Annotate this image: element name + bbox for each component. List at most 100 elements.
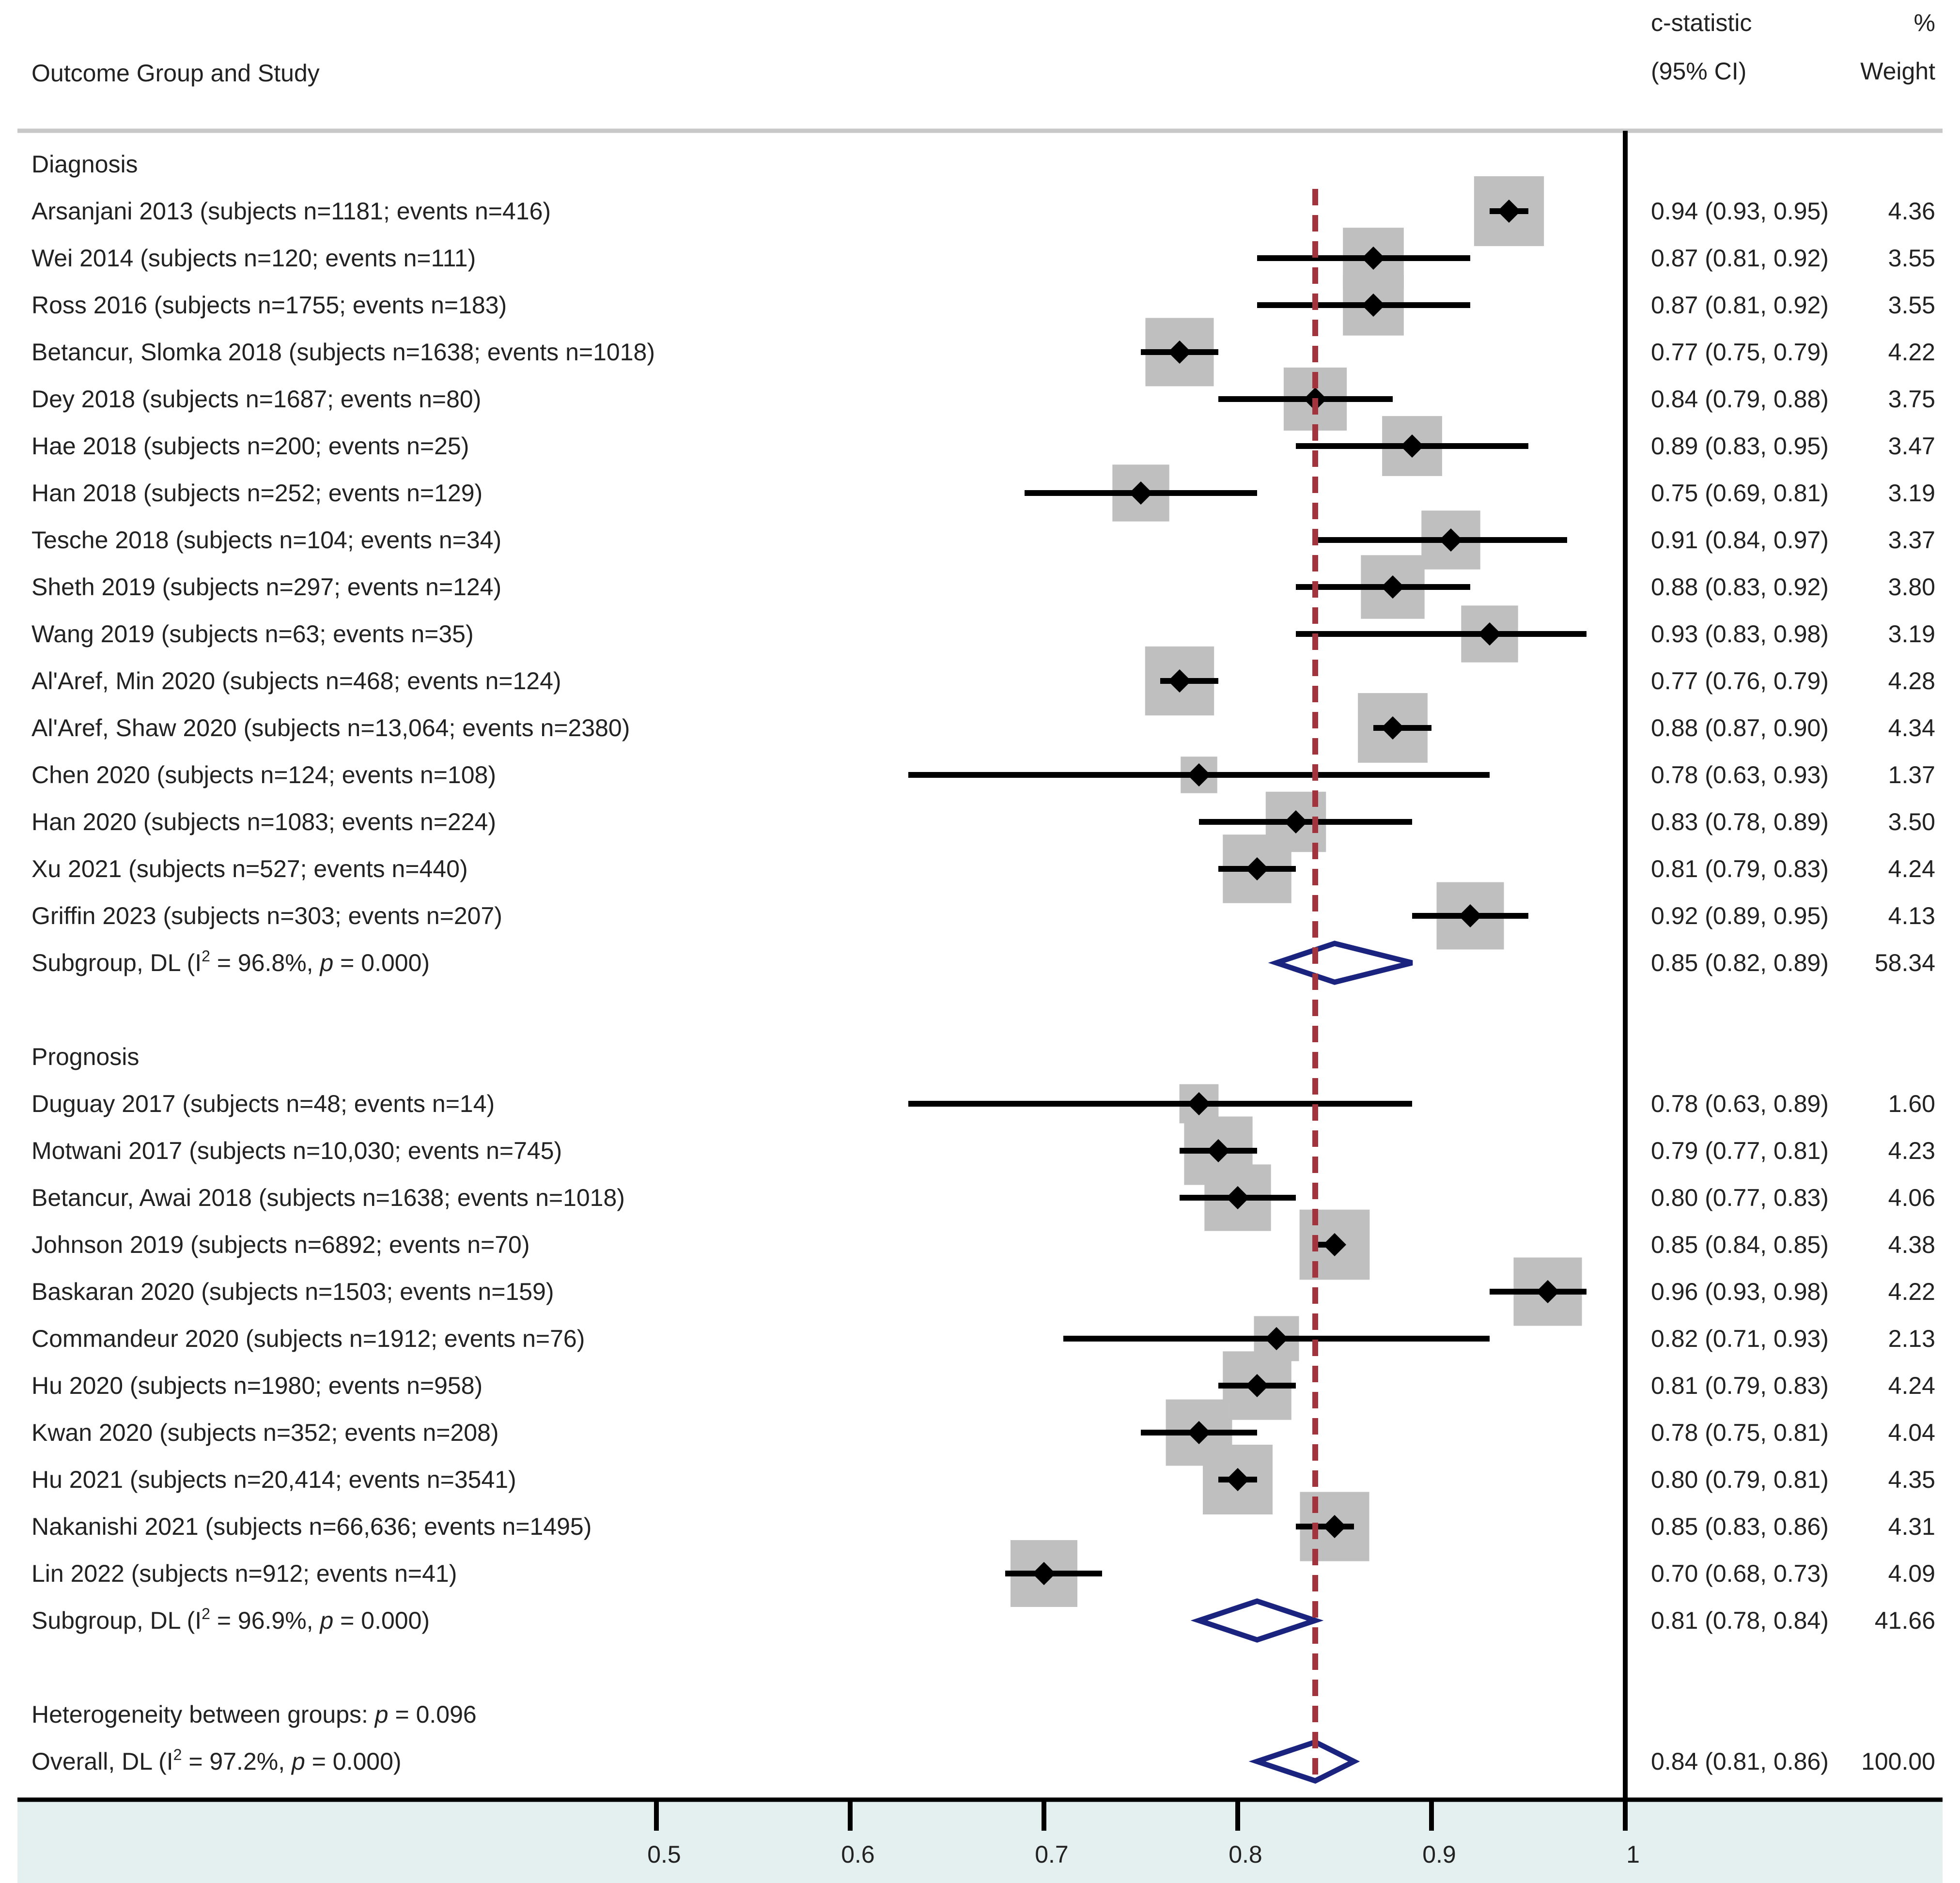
weight-text: 3.47 bbox=[1888, 432, 1935, 460]
study-label: Wei 2014 (subjects n=120; events n=111) bbox=[31, 245, 476, 272]
point-estimate bbox=[1207, 1139, 1230, 1162]
subgroup-label: Subgroup, DL (I2 = 96.9%, p = 0.000) bbox=[31, 1605, 430, 1634]
ci-text: 0.77 (0.75, 0.79) bbox=[1651, 339, 1829, 366]
weight-text: 4.35 bbox=[1888, 1466, 1935, 1493]
ci-text: 0.93 (0.83, 0.98) bbox=[1651, 620, 1829, 648]
subgroup-label: Subgroup, DL (I2 = 96.8%, p = 0.000) bbox=[31, 947, 430, 976]
ci-text: 0.81 (0.79, 0.83) bbox=[1651, 855, 1829, 882]
point-estimate bbox=[1284, 810, 1307, 833]
ci-text: 0.89 (0.83, 0.95) bbox=[1651, 432, 1829, 460]
ci-text: 0.84 (0.81, 0.86) bbox=[1651, 1748, 1829, 1775]
weight-text: 4.24 bbox=[1888, 855, 1935, 882]
point-estimate bbox=[1245, 1374, 1269, 1397]
study-label: Betancur, Awai 2018 (subjects n=1638; ev… bbox=[31, 1184, 625, 1211]
weight-text: 3.19 bbox=[1888, 620, 1935, 648]
study-label: Ross 2016 (subjects n=1755; events n=183… bbox=[31, 292, 507, 319]
header-stat-line1: c-statistic bbox=[1651, 9, 1752, 36]
point-estimate bbox=[1187, 1092, 1211, 1115]
study-label: Griffin 2023 (subjects n=303; events n=2… bbox=[31, 902, 502, 929]
point-estimate bbox=[1226, 1186, 1249, 1209]
x-tick-label: 0.8 bbox=[1229, 1841, 1262, 1868]
point-estimate bbox=[1245, 857, 1269, 880]
header-weight-line1: % bbox=[1914, 9, 1935, 36]
weight-text: 1.60 bbox=[1888, 1090, 1935, 1117]
weight-text: 4.31 bbox=[1888, 1513, 1935, 1540]
point-estimate bbox=[1129, 481, 1152, 505]
study-label: Betancur, Slomka 2018 (subjects n=1638; … bbox=[31, 339, 655, 366]
study-label: Sheth 2019 (subjects n=297; events n=124… bbox=[31, 573, 501, 601]
ci-text: 0.83 (0.78, 0.89) bbox=[1651, 808, 1829, 835]
point-estimate bbox=[1323, 1233, 1346, 1256]
study-label: Xu 2021 (subjects n=527; events n=440) bbox=[31, 855, 468, 882]
weight-text: 4.24 bbox=[1888, 1372, 1935, 1399]
weight-text: 3.19 bbox=[1888, 479, 1935, 507]
point-estimate bbox=[1362, 293, 1385, 317]
weight-text: 3.55 bbox=[1888, 292, 1935, 319]
overall-diamond bbox=[1248, 1739, 1360, 1784]
weight-text: 4.38 bbox=[1888, 1231, 1935, 1258]
x-tick-label: 0.7 bbox=[1035, 1841, 1069, 1868]
study-label: Han 2018 (subjects n=252; events n=129) bbox=[31, 479, 482, 507]
x-tick-label: 0.9 bbox=[1422, 1841, 1456, 1868]
study-label: Tesche 2018 (subjects n=104; events n=34… bbox=[31, 526, 501, 554]
study-label: Baskaran 2020 (subjects n=1503; events n… bbox=[31, 1278, 554, 1305]
point-estimate bbox=[1400, 434, 1424, 458]
ci-text: 0.80 (0.77, 0.83) bbox=[1651, 1184, 1829, 1211]
weight-text: 4.04 bbox=[1888, 1419, 1935, 1446]
ci-text: 0.78 (0.63, 0.89) bbox=[1651, 1090, 1829, 1117]
axis-band bbox=[17, 1800, 1943, 1883]
study-label: Al'Aref, Min 2020 (subjects n=468; event… bbox=[31, 667, 561, 695]
point-estimate bbox=[1362, 247, 1385, 270]
ci-text: 0.78 (0.63, 0.93) bbox=[1651, 761, 1829, 788]
group-heading: Diagnosis bbox=[31, 151, 138, 178]
ci-text: 0.85 (0.82, 0.89) bbox=[1651, 949, 1829, 976]
study-label: Al'Aref, Shaw 2020 (subjects n=13,064; e… bbox=[31, 714, 630, 741]
study-label: Lin 2022 (subjects n=912; events n=41) bbox=[31, 1560, 457, 1587]
heterogeneity-label: Heterogeneity between groups: p = 0.096 bbox=[31, 1701, 477, 1728]
study-label: Han 2020 (subjects n=1083; events n=224) bbox=[31, 808, 496, 835]
ci-text: 0.79 (0.77, 0.81) bbox=[1651, 1137, 1829, 1164]
point-estimate bbox=[1497, 200, 1521, 223]
ci-text: 0.75 (0.69, 0.81) bbox=[1651, 479, 1829, 507]
x-tick-label: 0.6 bbox=[841, 1841, 875, 1868]
study-label: Dey 2018 (subjects n=1687; events n=80) bbox=[31, 386, 481, 413]
study-label: Motwani 2017 (subjects n=10,030; events … bbox=[31, 1137, 562, 1164]
ci-text: 0.70 (0.68, 0.73) bbox=[1651, 1560, 1829, 1587]
ci-text: 0.92 (0.89, 0.95) bbox=[1651, 902, 1829, 929]
ci-text: 0.85 (0.83, 0.86) bbox=[1651, 1513, 1829, 1540]
point-estimate bbox=[1032, 1562, 1056, 1585]
ci-text: 0.82 (0.71, 0.93) bbox=[1651, 1325, 1829, 1352]
weight-text: 2.13 bbox=[1888, 1325, 1935, 1352]
ci-text: 0.85 (0.84, 0.85) bbox=[1651, 1231, 1829, 1258]
weight-text: 3.55 bbox=[1888, 245, 1935, 272]
study-label: Wang 2019 (subjects n=63; events n=35) bbox=[31, 620, 474, 648]
ci-text: 0.87 (0.81, 0.92) bbox=[1651, 245, 1829, 272]
weight-text: 4.23 bbox=[1888, 1137, 1935, 1164]
point-estimate bbox=[1478, 622, 1501, 646]
study-label: Hu 2021 (subjects n=20,414; events n=354… bbox=[31, 1466, 516, 1493]
ci-text: 0.81 (0.79, 0.83) bbox=[1651, 1372, 1829, 1399]
study-label: Commandeur 2020 (subjects n=1912; events… bbox=[31, 1325, 585, 1352]
ci-text: 0.80 (0.79, 0.81) bbox=[1651, 1466, 1829, 1493]
study-label: Johnson 2019 (subjects n=6892; events n=… bbox=[31, 1231, 530, 1258]
weight-text: 58.34 bbox=[1875, 949, 1935, 976]
point-estimate bbox=[1439, 528, 1462, 552]
point-estimate bbox=[1187, 1421, 1211, 1444]
weight-text: 41.66 bbox=[1875, 1607, 1935, 1634]
weight-text: 4.13 bbox=[1888, 902, 1935, 929]
weight-text: 3.37 bbox=[1888, 526, 1935, 554]
study-label: Chen 2020 (subjects n=124; events n=108) bbox=[31, 761, 496, 788]
ci-text: 0.94 (0.93, 0.95) bbox=[1651, 198, 1829, 225]
weight-text: 4.36 bbox=[1888, 198, 1935, 225]
ci-text: 0.91 (0.84, 0.97) bbox=[1651, 526, 1829, 554]
ci-text: 0.77 (0.76, 0.79) bbox=[1651, 667, 1829, 695]
point-estimate bbox=[1168, 340, 1191, 364]
x-tick-label: 1 bbox=[1626, 1841, 1640, 1868]
point-estimate bbox=[1265, 1327, 1288, 1350]
weight-text: 3.80 bbox=[1888, 573, 1935, 601]
point-estimate bbox=[1536, 1280, 1559, 1303]
x-tick-label: 0.5 bbox=[647, 1841, 681, 1868]
weight-text: 4.34 bbox=[1888, 714, 1935, 741]
ci-text: 0.96 (0.93, 0.98) bbox=[1651, 1278, 1829, 1305]
